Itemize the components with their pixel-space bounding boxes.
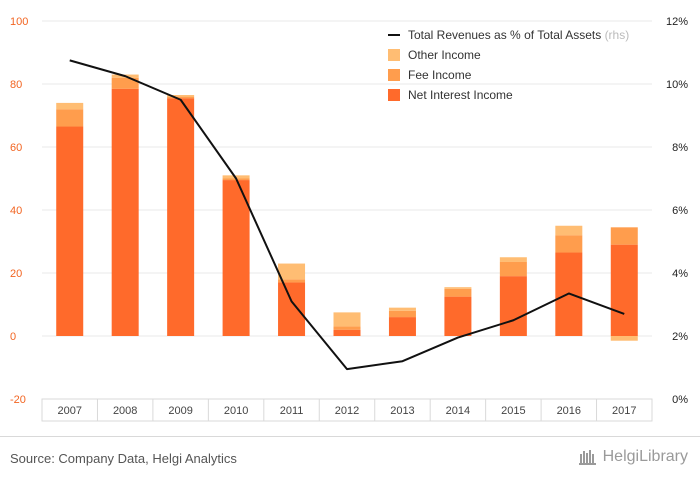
x-axis-band (41, 398, 653, 422)
y-right-tick-label: 0% (672, 394, 688, 406)
y-right-tick-label: 12% (666, 16, 688, 28)
bar-other-income (444, 287, 472, 289)
legend-line-label: Total Revenues as % of Total Assets (rhs… (408, 28, 629, 42)
chart: -20 0 20 40 60 80 100 0% 2% 4% 6% 8% 10% 12% 2007 2008 2… (10, 16, 688, 422)
x-tick-label: 2007 (57, 405, 81, 417)
y-left-tick-label: 100 (10, 16, 28, 28)
bar-net-interest-income (388, 317, 416, 336)
bar-fee-income (444, 288, 472, 297)
legend-item-other-income: Other Income (388, 48, 481, 62)
bar-other-income (499, 257, 527, 262)
bar-net-interest-income (444, 296, 472, 336)
revenue-ratio-line-group (69, 59, 625, 371)
bar-net-interest-income (222, 180, 250, 336)
y-left-tick-label: 40 (10, 205, 22, 217)
legend-swatch (388, 69, 400, 81)
y-right-tick-label: 8% (672, 142, 688, 154)
x-tick-label: 2009 (168, 405, 192, 417)
bar-net-interest-income (111, 88, 139, 336)
bar-fee-income (388, 310, 416, 318)
bar-other-income (167, 95, 195, 97)
bar-other-income (610, 336, 638, 341)
y-right-tick-label: 10% (666, 79, 688, 91)
bar-net-interest-income (610, 244, 638, 336)
bar-fee-income (555, 235, 583, 253)
bar-net-interest-income (499, 276, 527, 336)
bar-fee-income (610, 227, 638, 245)
bar-net-interest-income (167, 98, 195, 336)
bar-other-income (278, 263, 306, 280)
x-tick-label: 2008 (113, 405, 137, 417)
y-left-tick-label: 20 (10, 268, 22, 280)
bars (56, 74, 638, 341)
x-tick-label: 2012 (335, 405, 359, 417)
x-tick-label: 2014 (446, 405, 470, 417)
axes: -20 0 20 40 60 80 100 0% 2% 4% 6% 8% 10% 12% 2007 2008 2… (10, 16, 688, 422)
x-tick-label: 2011 (280, 405, 304, 417)
legend-swatch (388, 89, 400, 101)
bar-fee-income (333, 326, 361, 330)
x-tick-label: 2015 (501, 405, 525, 417)
brand-name: HelgiLibrary (602, 448, 688, 465)
x-tick-label: 2013 (390, 405, 414, 417)
bar-fee-income (111, 77, 139, 89)
legend: Total Revenues as % of Total Assets (rhs… (388, 28, 629, 102)
y-right-tick-label: 6% (672, 205, 688, 217)
x-tick-label: 2017 (612, 405, 636, 417)
bar-other-income (333, 312, 361, 327)
bar-other-income (555, 225, 583, 236)
bar-fee-income (499, 261, 527, 277)
y-left-tick-label: 0 (10, 331, 16, 343)
x-tick-label: 2016 (557, 405, 581, 417)
legend-label: Net Interest Income (408, 88, 513, 102)
bar-fee-income (56, 109, 84, 127)
legend-item-net-interest-income: Net Interest Income (388, 88, 513, 102)
bar-net-interest-income (333, 329, 361, 336)
source-note: Source: Company Data, Helgi Analytics (10, 451, 237, 466)
bar-fee-income (278, 279, 306, 283)
legend-item-fee-income: Fee Income (388, 68, 472, 82)
legend-label: Fee Income (408, 68, 472, 82)
y-left-tick-label: 80 (10, 79, 22, 91)
bar-net-interest-income (56, 126, 84, 337)
bar-other-income (388, 307, 416, 311)
legend-swatch (388, 49, 400, 61)
bar-fee-income (167, 96, 195, 99)
y-left-tick-label: 60 (10, 142, 22, 154)
legend-rhs-suffix: (rhs) (605, 28, 630, 42)
legend-label: Other Income (408, 48, 481, 62)
legend-item-line: Total Revenues as % of Total Assets (rhs… (388, 28, 629, 42)
brand-logo: HelgiLibrary (578, 448, 688, 466)
x-tick-label: 2010 (224, 405, 248, 417)
revenue-ratio-line (69, 59, 625, 371)
bar-other-income (56, 102, 84, 110)
library-icon (578, 450, 596, 465)
y-right-tick-label: 2% (672, 331, 688, 343)
footer-divider (0, 436, 700, 437)
bar-net-interest-income (278, 282, 306, 336)
y-right-tick-label: 4% (672, 268, 688, 280)
y-left-tick-label: -20 (10, 394, 26, 406)
